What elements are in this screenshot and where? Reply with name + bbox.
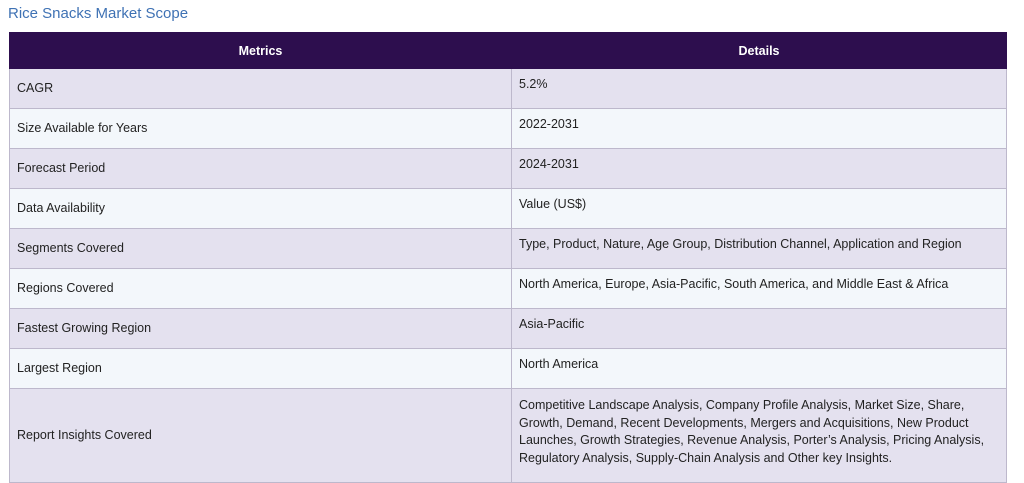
table-row: Report Insights Covered Competitive Lands…	[9, 388, 1007, 483]
metric-cell: Data Availability	[9, 188, 512, 229]
table-row: CAGR 5.2%	[9, 68, 1007, 109]
table-header: Metrics Details	[9, 32, 1007, 69]
metric-cell: Regions Covered	[9, 268, 512, 309]
page-title: Rice Snacks Market Scope	[8, 5, 189, 22]
detail-cell: 2024-2031	[511, 148, 1007, 189]
metric-cell: Size Available for Years	[9, 108, 512, 149]
detail-cell: Value (US$)	[511, 188, 1007, 229]
detail-cell: Competitive Landscape Analysis, Company …	[511, 388, 1007, 483]
detail-cell: Type, Product, Nature, Age Group, Distri…	[511, 228, 1007, 269]
scope-table: Metrics Details CAGR 5.2% Size Available fo…	[9, 32, 1007, 483]
metric-cell: CAGR	[9, 68, 512, 109]
header-cell: Metrics	[9, 32, 512, 69]
metric-cell: Fastest Growing Region	[9, 308, 512, 349]
detail-cell: North America, Europe, Asia-Pacific, Sou…	[511, 268, 1007, 309]
metric-cell: Forecast Period	[9, 148, 512, 189]
metric-cell: Segments Covered	[9, 228, 512, 269]
table-row: Forecast Period 2024-2031	[9, 148, 1007, 189]
page: Rice Snacks Market Scope Metrics Details …	[8, 5, 1007, 483]
detail-cell: Asia-Pacific	[511, 308, 1007, 349]
header-row: Metrics Details	[9, 32, 1007, 69]
header-cell: Details	[511, 32, 1007, 69]
detail-cell: 5.2%	[511, 68, 1007, 109]
metric-cell: Report Insights Covered	[9, 388, 512, 483]
table-row: Size Available for Years 2022-2031	[9, 108, 1007, 149]
table-row: Fastest Growing Region Asia-Pacific	[9, 308, 1007, 349]
detail-cell: North America	[511, 348, 1007, 389]
metric-cell: Largest Region	[9, 348, 512, 389]
detail-cell: 2022-2031	[511, 108, 1007, 149]
table-row: Data Availability Value (US$)	[9, 188, 1007, 229]
table-row: Largest Region North America	[9, 348, 1007, 389]
table-row: Regions Covered North America, Europe, As…	[9, 268, 1007, 309]
table-body: CAGR 5.2% Size Available for Years 2022-203…	[9, 68, 1007, 483]
table-row: Segments Covered Type, Product, Nature, A…	[9, 228, 1007, 269]
